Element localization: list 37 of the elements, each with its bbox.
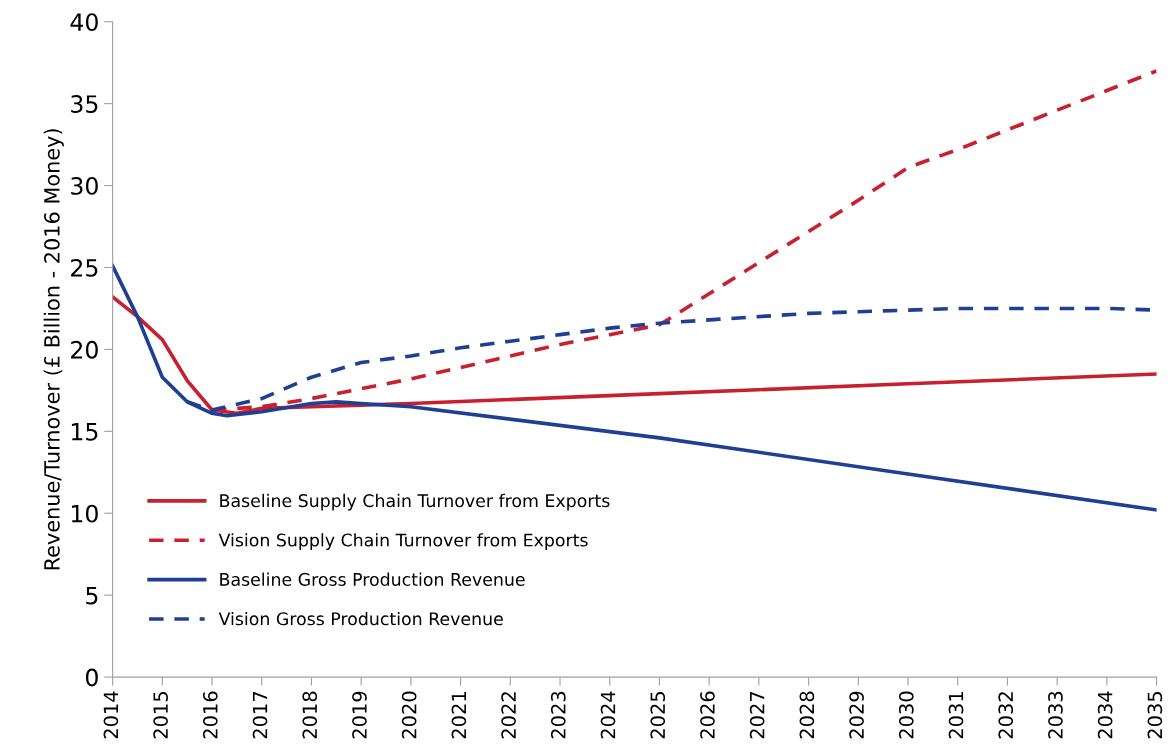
x-tick-label: 2032 — [998, 692, 1014, 739]
x-tick-label: 2035 — [1147, 691, 1163, 739]
x-tick-label: 2026 — [700, 691, 715, 739]
y-tick-label: 10 — [71, 504, 98, 523]
y-tick-label: 5 — [86, 586, 98, 605]
x-tick-label: 2029 — [849, 691, 864, 739]
legend-label: Vision Gross Production Revenue — [218, 611, 503, 626]
x-tick-label: 2025 — [650, 691, 666, 739]
y-tick-label: 20 — [71, 340, 98, 359]
x-tick-label: 2019 — [352, 691, 367, 739]
x-tick-label: 2015 — [153, 691, 168, 739]
y-tick-label: 40 — [70, 13, 98, 32]
x-tick-label: 2017 — [252, 691, 268, 739]
legend-label: Baseline Supply Chain Turnover from Exports — [220, 493, 610, 511]
y-tick-label: 25 — [71, 258, 98, 277]
x-tick-label: 2030 — [898, 691, 914, 739]
x-tick-label: 2027 — [749, 691, 765, 739]
x-tick-label: 2024 — [600, 691, 616, 739]
x-tick-label: 2031 — [948, 692, 964, 739]
x-tick-label: 2018 — [302, 691, 318, 739]
x-tick-label: 2028 — [799, 691, 815, 739]
x-tick-label: 2033 — [1048, 691, 1063, 739]
line-series — [112, 264, 1157, 512]
y-tick-label: 35 — [71, 95, 98, 113]
x-tick-label: 2016 — [202, 691, 218, 739]
x-tick-label: 2020 — [401, 691, 417, 739]
x-tick-label: 2021 — [451, 692, 467, 739]
y-axis-title: Revenue/Turnover (£ Billion - 2016 Money) — [43, 129, 64, 570]
y-tick-label: 30 — [71, 177, 98, 195]
y-tick-label: 0 — [85, 668, 98, 687]
legend-label: Vision Supply Chain Turnover from Exports — [218, 533, 588, 550]
y-tick-label: 15 — [71, 423, 98, 441]
x-tick-label: 2014 — [103, 691, 119, 739]
x-tick-label: 2034 — [1097, 691, 1113, 739]
legend-label: Baseline Gross Production Revenue — [220, 572, 525, 586]
x-tick-label: 2023 — [550, 691, 566, 739]
x-tick-label: 2022 — [501, 692, 516, 739]
